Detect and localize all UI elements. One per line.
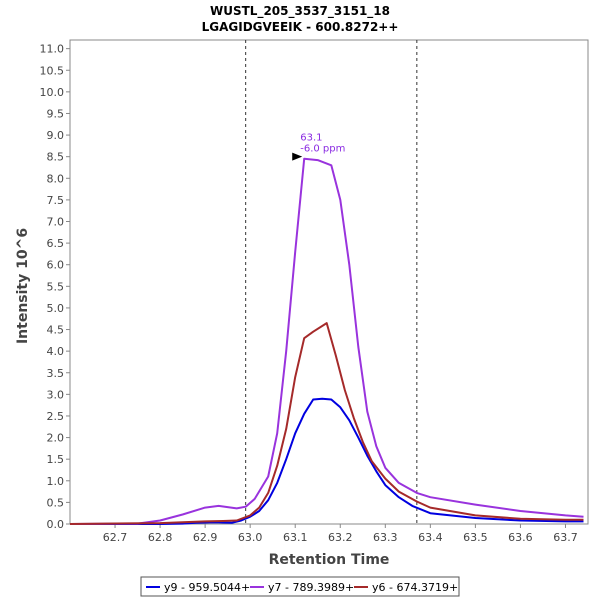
peak-annotation-rt: 63.1 <box>300 133 322 144</box>
y-tick-label: 7.5 <box>47 194 65 207</box>
y-tick-label: 8.0 <box>47 172 65 185</box>
y-tick-label: 4.0 <box>47 345 65 358</box>
x-tick-label: 63.5 <box>463 531 488 544</box>
y-tick-label: 1.0 <box>47 475 65 488</box>
legend-label: y7 - 789.3989+ <box>268 581 354 594</box>
series-line-y7 <box>69 157 584 525</box>
y-tick-label: 1.5 <box>47 453 65 466</box>
x-axis-label: Retention Time <box>269 552 390 568</box>
y-tick-label: 0.5 <box>47 496 65 509</box>
y-tick-label: 6.0 <box>47 259 65 272</box>
peak-marker-arrow <box>292 152 303 161</box>
y-tick-label: 10.5 <box>40 64 65 77</box>
peak-annotation-ppm: -6.0 ppm <box>300 144 345 155</box>
y-tick-label: 4.5 <box>47 324 65 337</box>
legend-label: y9 - 959.5044+ <box>164 581 250 594</box>
series-line-y9 <box>70 397 584 525</box>
x-tick-label: 63.4 <box>418 531 443 544</box>
x-tick-label: 62.9 <box>193 531 218 544</box>
y-tick-label: 7.0 <box>47 216 65 229</box>
y-tick-label: 3.0 <box>47 388 65 401</box>
x-tick-label: 62.7 <box>103 531 128 544</box>
x-tick-label: 63.0 <box>238 531 263 544</box>
chart-title: WUSTL_205_3537_3151_18 <box>210 4 390 19</box>
x-tick-label: 62.8 <box>148 531 173 544</box>
y-tick-label: 10.0 <box>40 86 65 99</box>
y-tick-label: 3.5 <box>47 367 65 380</box>
x-tick-label: 63.6 <box>508 531 533 544</box>
plot-area <box>69 39 589 525</box>
x-tick-label: 63.2 <box>328 531 353 544</box>
legend: y9 - 959.5044+ y7 - 789.3989+ y6 - 674.371… <box>140 576 460 597</box>
y-tick-label: 0.0 <box>47 518 65 531</box>
y-tick-label: 5.0 <box>47 302 65 315</box>
y-tick-label: 2.0 <box>47 432 65 445</box>
series-line-y6 <box>69 322 584 525</box>
y-tick-label: 11.0 <box>40 43 65 56</box>
legend-box <box>140 576 460 597</box>
chart-subtitle: LGAGIDGVEEIK - 600.8272++ <box>202 20 399 34</box>
y-tick-label: 5.5 <box>47 280 65 293</box>
y-tick-label: 8.5 <box>47 151 65 164</box>
y-tick-label: 9.5 <box>47 107 65 120</box>
x-tick-label: 63.7 <box>553 531 578 544</box>
y-tick-label: 6.5 <box>47 237 65 250</box>
x-tick-label: 63.3 <box>373 531 398 544</box>
y-axis-label: Intensity 10^6 <box>15 228 31 344</box>
x-tick-label: 63.1 <box>283 531 308 544</box>
y-tick-label: 9.0 <box>47 129 65 142</box>
legend-label: y6 - 674.3719+ <box>372 581 458 594</box>
y-tick-label: 2.5 <box>47 410 65 423</box>
